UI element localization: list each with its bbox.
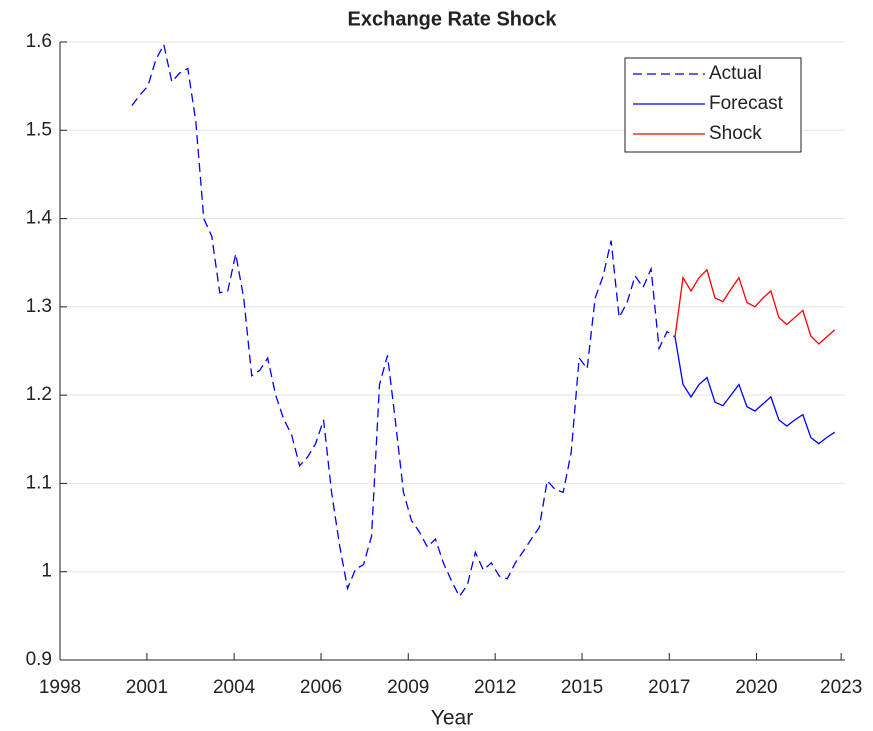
x-tick-label: 2017 xyxy=(648,677,690,698)
legend-label: Actual xyxy=(709,63,762,84)
x-tick-label: 2020 xyxy=(735,677,777,698)
y-tick-label: 1.6 xyxy=(26,31,52,52)
y-tick-label: 1.1 xyxy=(26,472,52,493)
y-tick-label: 1.3 xyxy=(26,296,52,317)
y-tick-label: 1.4 xyxy=(26,208,53,229)
chart-title: Exchange Rate Shock xyxy=(348,8,558,30)
x-tick-label: 1998 xyxy=(39,677,81,698)
x-tick-label: 2023 xyxy=(820,677,862,698)
line-forecast xyxy=(674,336,836,445)
x-tick-label: 2009 xyxy=(387,677,429,698)
x-tick-label: 2012 xyxy=(474,677,516,698)
legend-label: Shock xyxy=(709,123,762,144)
line-shock xyxy=(674,268,836,345)
x-axis-label: Year xyxy=(431,707,473,730)
x-tick-label: 2004 xyxy=(213,677,256,698)
line-actual xyxy=(131,42,676,598)
legend-label: Forecast xyxy=(709,93,784,114)
y-tick-label: 1 xyxy=(41,561,52,582)
y-tick-label: 0.9 xyxy=(26,649,52,670)
x-tick-label: 2015 xyxy=(561,677,603,698)
x-tick-label: 2001 xyxy=(126,677,168,698)
y-tick-label: 1.5 xyxy=(26,119,52,140)
y-tick-label: 1.2 xyxy=(26,384,52,405)
x-tick-label: 2006 xyxy=(300,677,342,698)
